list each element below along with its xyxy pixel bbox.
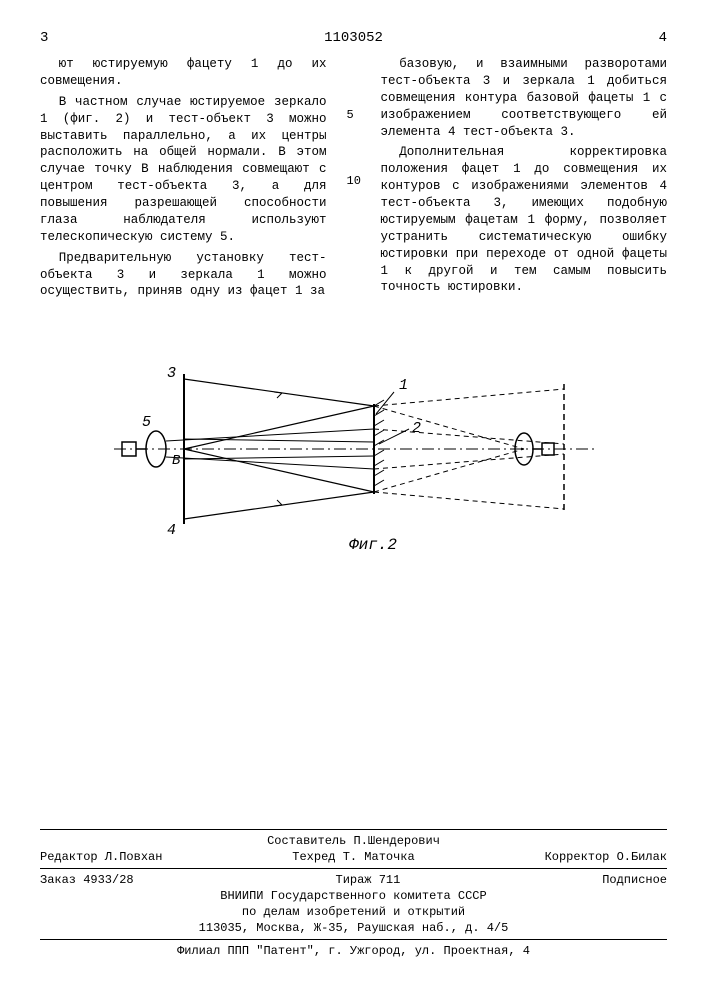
branch: Филиал ППП "Патент", г. Ужгород, ул. Про… [40,944,667,958]
editor: Редактор Л.Повхан [40,850,162,864]
fig-label-b: B [172,453,180,469]
fig-label-4: 4 [167,522,176,539]
figure-2: 1 2 3 4 5 B Фиг.2 [40,344,667,558]
left-p1: ют юстируемую фацету 1 до их совмещения. [40,56,327,90]
left-p2: В частном случае юстируемое зеркало 1 (ф… [40,94,327,246]
circulation: Тираж 711 [336,873,401,887]
right-p2: Дополнительная корректировка положения ф… [381,144,668,296]
figure-svg: 1 2 3 4 5 B Фиг.2 [94,344,614,554]
page: 3 1103052 4 ют юстируемую фацету 1 до их… [0,0,707,1000]
tech-editor: Техред Т. Маточка [292,850,414,864]
fig-label-1: 1 [399,377,408,394]
linenum-10: 10 [347,174,361,188]
text-columns: ют юстируемую фацету 1 до их совмещения.… [40,56,667,304]
org-line2: по делам изобретений и открытий [40,905,667,919]
right-p1: базовую, и взаимными разворотами тест-об… [381,56,668,140]
corrector: Корректор О.Билак [545,850,667,864]
footer-credits: Редактор Л.Повхан Техред Т. Маточка Корр… [40,850,667,864]
address: 113035, Москва, Ж-35, Раушская наб., д. … [40,921,667,935]
footer-print: Заказ 4933/28 Тираж 711 Подписное [40,873,667,887]
fig-label-3: 3 [167,365,176,382]
fig-label-2: 2 [412,420,421,437]
subscription: Подписное [602,873,667,887]
document-number: 1103052 [48,30,658,46]
compiler: Составитель П.Шендерович [40,834,667,848]
figure-caption: Фиг.2 [349,536,397,554]
left-column: ют юстируемую фацету 1 до их совмещения.… [40,56,327,304]
order-num: Заказ 4933/28 [40,873,134,887]
linenum-5: 5 [347,108,361,122]
footer: Составитель П.Шендерович Редактор Л.Повх… [40,825,667,960]
page-header: 3 1103052 4 [40,30,667,46]
page-right-num: 4 [659,30,667,46]
line-numbers: 5 10 [347,56,361,304]
fig-label-5: 5 [142,414,151,431]
org-line1: ВНИИПИ Государственного комитета СССР [40,889,667,903]
right-column: базовую, и взаимными разворотами тест-об… [381,56,668,304]
page-left-num: 3 [40,30,48,46]
left-p3: Предварительную установку тест-объекта 3… [40,250,327,301]
